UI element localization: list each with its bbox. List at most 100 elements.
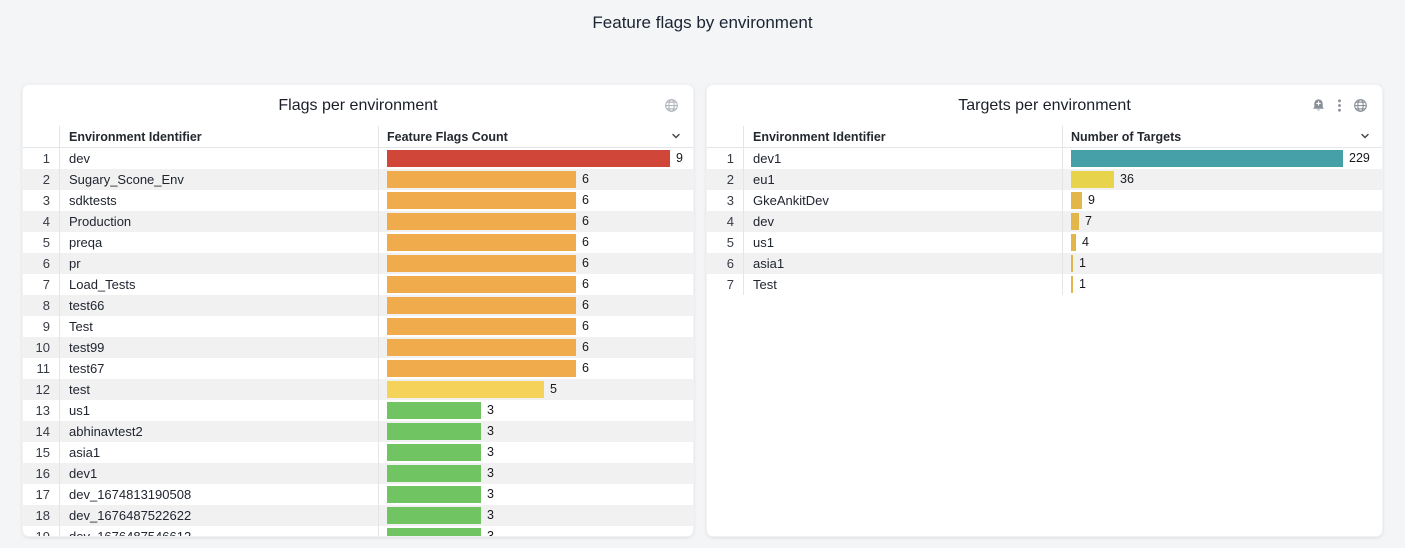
table-row: 2 eu1 36 [707,169,1382,190]
value-cell: 3 [378,463,693,484]
environment-name: Test [743,274,1062,295]
value-bar [387,528,481,536]
environment-name: dev1 [743,148,1062,169]
row-number: 5 [726,235,734,250]
row-number: 8 [42,298,50,313]
value-label: 1 [1079,256,1086,270]
environment-name: Load_Tests [59,274,378,295]
value-bar [387,507,481,524]
value-bar [387,297,576,314]
row-number: 9 [42,319,50,334]
value-bar [387,276,576,293]
table-row: 6 asia1 1 [707,253,1382,274]
value-cell: 5 [378,379,693,400]
environment-name: dev [743,211,1062,232]
table-row: 19 dev_1676487546612 3 [23,526,693,537]
environment-name: sdktests [59,190,378,211]
value-label: 6 [582,193,589,207]
environment-name: dev_1676487522622 [59,505,378,526]
value-cell: 36 [1062,169,1382,190]
value-cell: 9 [1062,190,1382,211]
globe-icon[interactable] [1353,98,1368,113]
value-cell: 3 [378,505,693,526]
row-number: 6 [42,256,50,271]
value-bar [387,486,481,503]
environment-column-header[interactable]: Environment Identifier [743,125,1062,148]
bell-plus-icon[interactable] [1311,98,1326,113]
value-label: 6 [582,340,589,354]
panel-title[interactable]: Targets per environment [958,96,1131,114]
environment-name: Production [59,211,378,232]
panel-flags-per-environment: Flags per environment Environment Identi… [22,84,694,537]
chevron-down-icon[interactable] [669,129,683,143]
value-cell: 7 [1062,211,1382,232]
value-cell: 6 [378,253,693,274]
table-row: 3 GkeAnkitDev 9 [707,190,1382,211]
table-row: 5 preqa 6 [23,232,693,253]
table-row: 4 Production 6 [23,211,693,232]
environment-name: us1 [59,400,378,421]
table-body: 1 dev 9 2 Sugary_Scone_Env 6 3 sdktests 6 4 Produc… [23,148,693,537]
value-bar [387,213,576,230]
table-row: 5 us1 4 [707,232,1382,253]
value-column-header[interactable]: Number of Targets [1062,125,1382,148]
table-row: 1 dev1 229 [707,148,1382,169]
table-row: 14 abhinavtest2 3 [23,421,693,442]
value-bar [1071,255,1073,272]
value-label: 3 [487,529,494,537]
environment-name: test99 [59,337,378,358]
value-bar [387,192,576,209]
value-cell: 3 [378,484,693,505]
value-label: 4 [1082,235,1089,249]
table-row: 7 Test 1 [707,274,1382,295]
row-number: 2 [726,172,734,187]
value-label: 3 [487,424,494,438]
table-row: 6 pr 6 [23,253,693,274]
value-label: 6 [582,361,589,375]
value-cell: 6 [378,274,693,295]
table-row: 13 us1 3 [23,400,693,421]
value-label: 5 [550,382,557,396]
value-bar [387,381,544,398]
row-number: 2 [42,172,50,187]
value-cell: 3 [378,421,693,442]
value-bar [1071,150,1343,167]
value-cell: 6 [378,190,693,211]
row-number: 14 [35,424,50,439]
row-number: 3 [726,193,734,208]
page-title: Feature flags by environment [592,13,813,32]
row-number: 12 [35,382,50,397]
value-label: 6 [582,277,589,291]
environment-name: Test [59,316,378,337]
kebab-menu-icon[interactable] [1337,98,1342,113]
table-row: 18 dev_1676487522622 3 [23,505,693,526]
value-label: 3 [487,508,494,522]
row-number: 16 [35,466,50,481]
value-label: 9 [676,151,683,165]
table-row: 8 test66 6 [23,295,693,316]
row-number: 7 [42,277,50,292]
row-number: 18 [35,508,50,523]
chevron-down-icon[interactable] [1358,129,1372,143]
value-bar [387,171,576,188]
value-bar [387,339,576,356]
environment-name: test [59,379,378,400]
environment-column-header[interactable]: Environment Identifier [59,125,378,148]
value-bar [387,318,576,335]
row-number: 19 [35,529,50,537]
value-bar [1071,276,1073,293]
panel-header: Flags per environment [23,85,693,126]
value-label: 3 [487,403,494,417]
globe-icon[interactable] [664,98,679,113]
environment-name: test67 [59,358,378,379]
panel-title[interactable]: Flags per environment [278,96,438,114]
value-cell: 6 [378,316,693,337]
environment-name: dev_1676487546612 [59,526,378,536]
value-bar [1071,234,1076,251]
value-bar [387,465,481,482]
value-bar [387,423,481,440]
value-label: 9 [1088,193,1095,207]
row-number: 1 [42,151,50,166]
value-column-header[interactable]: Feature Flags Count [378,125,693,148]
table-row: 10 test99 6 [23,337,693,358]
